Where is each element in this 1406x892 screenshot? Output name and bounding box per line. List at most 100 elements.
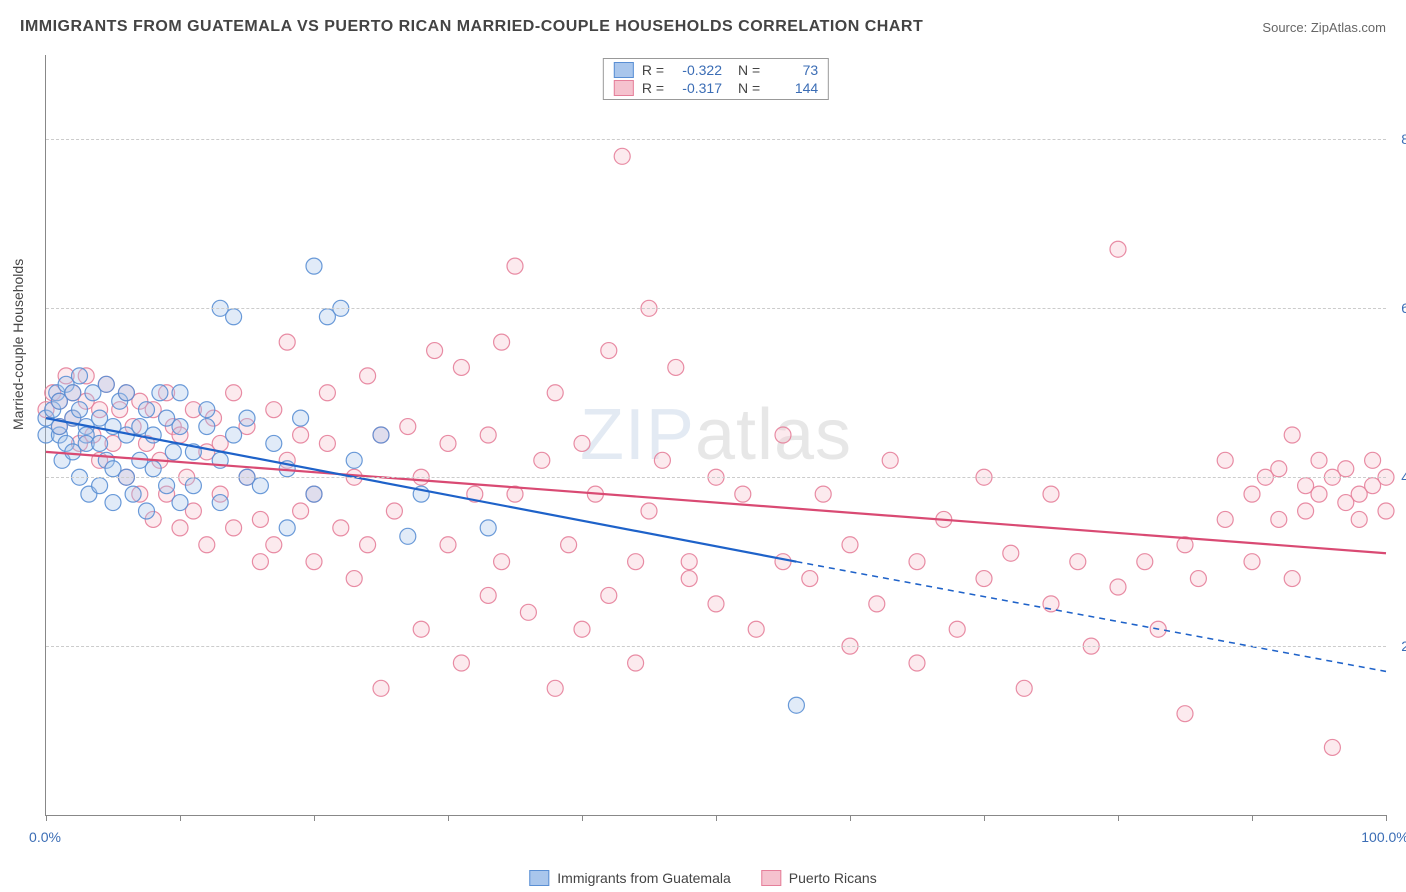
trend-line (46, 418, 796, 562)
x-tick (180, 815, 181, 821)
x-tick (850, 815, 851, 821)
data-point (842, 537, 858, 553)
data-point (628, 554, 644, 570)
data-point (440, 435, 456, 451)
data-point (909, 655, 925, 671)
data-point (427, 343, 443, 359)
data-point (453, 655, 469, 671)
gridline (46, 477, 1386, 478)
x-tick (448, 815, 449, 821)
data-point (199, 537, 215, 553)
legend-swatch-puerto-rican-icon (761, 870, 781, 886)
x-tick (984, 815, 985, 821)
data-point (400, 528, 416, 544)
data-point (319, 385, 335, 401)
data-point (266, 537, 282, 553)
data-point (226, 520, 242, 536)
data-point (815, 486, 831, 502)
data-point (601, 587, 617, 603)
data-point (453, 359, 469, 375)
correlation-legend: R = -0.322 N = 73 R = -0.317 N = 144 (603, 58, 829, 100)
legend-swatch-guatemala-icon (529, 870, 549, 886)
data-point (1365, 452, 1381, 468)
data-point (1284, 571, 1300, 587)
data-point (775, 554, 791, 570)
data-point (520, 604, 536, 620)
x-tick-label: 0.0% (29, 829, 61, 845)
n-label: N = (738, 62, 760, 78)
data-point (440, 537, 456, 553)
data-point (226, 427, 242, 443)
data-point (98, 376, 114, 392)
data-point (547, 680, 563, 696)
n-value-guatemala: 73 (768, 62, 818, 78)
data-point (306, 486, 322, 502)
data-point (614, 148, 630, 164)
data-point (172, 520, 188, 536)
data-point (293, 410, 309, 426)
x-tick (1252, 815, 1253, 821)
data-point (266, 402, 282, 418)
data-point (1271, 511, 1287, 527)
x-tick (716, 815, 717, 821)
data-point (1244, 554, 1260, 570)
x-tick (314, 815, 315, 821)
data-point (105, 495, 121, 511)
data-point (1110, 241, 1126, 257)
n-label: N = (738, 80, 760, 96)
data-point (1217, 511, 1233, 527)
y-tick-label: 40.0% (1401, 469, 1406, 485)
data-point (869, 596, 885, 612)
data-point (1003, 545, 1019, 561)
data-point (413, 621, 429, 637)
data-point (1177, 706, 1193, 722)
gridline (46, 308, 1386, 309)
data-point (1271, 461, 1287, 477)
data-point (172, 419, 188, 435)
data-point (239, 410, 255, 426)
r-label: R = (642, 80, 664, 96)
data-point (507, 258, 523, 274)
data-point (306, 258, 322, 274)
data-point (65, 385, 81, 401)
data-point (574, 435, 590, 451)
x-tick (1386, 815, 1387, 821)
chart-title: IMMIGRANTS FROM GUATEMALA VS PUERTO RICA… (20, 18, 923, 36)
data-point (1110, 579, 1126, 595)
data-point (145, 461, 161, 477)
legend-row-puerto-rican: R = -0.317 N = 144 (604, 79, 828, 97)
data-point (735, 486, 751, 502)
x-tick (46, 815, 47, 821)
data-point (976, 571, 992, 587)
source-label: Source: (1262, 20, 1307, 35)
data-point (346, 571, 362, 587)
data-point (480, 520, 496, 536)
data-point (1311, 486, 1327, 502)
data-point (252, 511, 268, 527)
data-point (1190, 571, 1206, 587)
data-point (118, 385, 134, 401)
n-value-puerto-rican: 144 (768, 80, 818, 96)
data-point (480, 427, 496, 443)
data-point (125, 486, 141, 502)
data-point (1338, 461, 1354, 477)
data-point (139, 503, 155, 519)
gridline (46, 646, 1386, 647)
data-point (1378, 503, 1394, 519)
data-point (252, 554, 268, 570)
data-point (92, 478, 108, 494)
data-point (306, 554, 322, 570)
legend-swatch-guatemala (614, 62, 634, 78)
data-point (494, 554, 510, 570)
source-link[interactable]: ZipAtlas.com (1311, 20, 1386, 35)
legend-swatch-puerto-rican (614, 80, 634, 96)
data-point (373, 427, 389, 443)
data-point (319, 435, 335, 451)
data-point (534, 452, 550, 468)
scatter-svg (46, 55, 1386, 815)
plot-area: ZIPatlas R = -0.322 N = 73 R = -0.317 N … (45, 55, 1386, 816)
data-point (788, 697, 804, 713)
y-axis-title: Married-couple Households (10, 259, 26, 430)
data-point (212, 495, 228, 511)
data-point (909, 554, 925, 570)
